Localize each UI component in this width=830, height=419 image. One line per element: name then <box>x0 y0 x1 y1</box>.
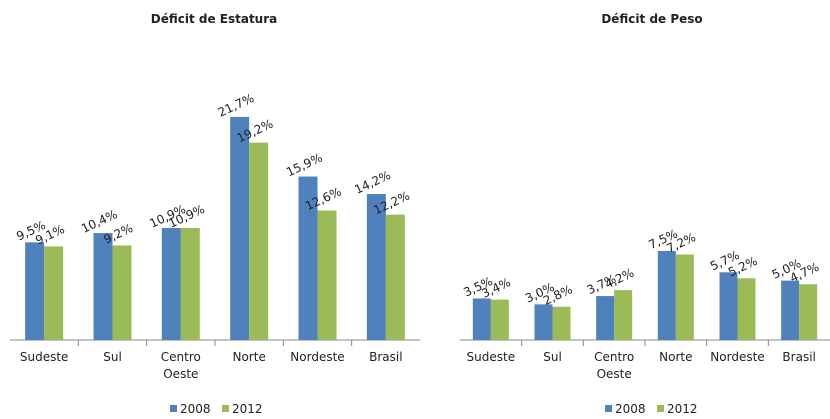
bar <box>230 116 250 340</box>
legend-label: 2012 <box>232 402 263 416</box>
legend-swatch <box>222 405 229 412</box>
x-tick-label: Centro Oeste <box>594 350 635 381</box>
data-label: 12,2% <box>371 189 411 218</box>
x-tick-label: Nordeste <box>710 350 765 364</box>
bar <box>249 142 269 340</box>
bar <box>737 278 756 340</box>
bar <box>490 299 509 340</box>
chart-title: Déficit de Peso <box>601 12 702 26</box>
bar <box>161 227 181 340</box>
bar <box>385 214 405 340</box>
data-label: 21,7% <box>216 91 256 120</box>
bar <box>472 298 491 340</box>
bar <box>781 280 800 340</box>
bar <box>366 194 386 340</box>
bar <box>596 296 615 340</box>
chart-title: Déficit de Estatura <box>151 12 278 26</box>
x-tick-label: Brasil <box>369 350 403 364</box>
bar <box>614 290 633 340</box>
data-label: 4,2% <box>603 266 637 292</box>
bar <box>552 306 571 340</box>
x-tick-label: Sudeste <box>19 350 69 364</box>
legend-label: 2008 <box>615 402 646 416</box>
x-tick-label: Norte <box>232 350 266 364</box>
x-tick-label: Brasil <box>782 350 816 364</box>
x-tick-label: Nordeste <box>290 350 345 364</box>
bar <box>719 272 738 340</box>
bar <box>317 210 337 340</box>
legend-label: 2012 <box>667 402 698 416</box>
x-tick-label: Sul <box>543 350 562 364</box>
bar <box>675 254 694 340</box>
bar <box>799 284 818 340</box>
legend-label: 2008 <box>180 402 211 416</box>
x-tick-label: Centro Oeste <box>160 350 201 381</box>
data-label: 15,9% <box>284 151 324 180</box>
x-tick-label: Sul <box>103 350 122 364</box>
legend-swatch <box>657 405 664 412</box>
bar <box>44 246 64 340</box>
bar <box>112 245 132 340</box>
bar <box>93 233 113 340</box>
bar <box>180 227 200 340</box>
x-tick-label: Sudeste <box>466 350 516 364</box>
bar <box>657 250 676 340</box>
x-tick-label: Norte <box>659 350 693 364</box>
bar <box>298 176 318 340</box>
legend-swatch <box>170 405 177 412</box>
bar <box>534 304 553 340</box>
bar <box>25 242 45 340</box>
data-label: 14,2% <box>352 168 392 197</box>
legend-swatch <box>605 405 612 412</box>
